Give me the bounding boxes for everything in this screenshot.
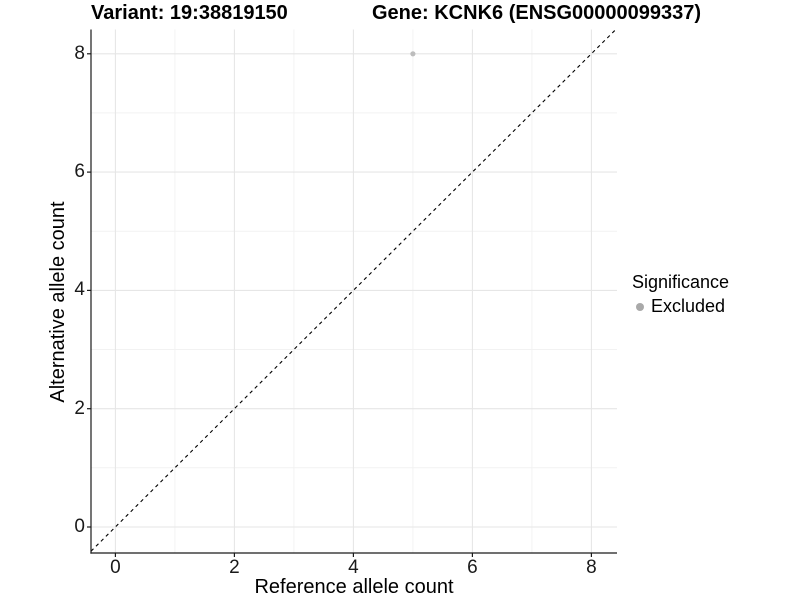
plot-title-variant: Variant: 19:38819150 xyxy=(91,2,288,24)
legend-item-label: Excluded xyxy=(651,296,726,316)
legend: Significance Excluded xyxy=(632,272,729,317)
legend-item-excluded: Excluded xyxy=(632,296,729,317)
x-tick-label: 6 xyxy=(467,557,478,578)
legend-title: Significance xyxy=(632,272,730,292)
x-tick-label: 0 xyxy=(110,557,121,578)
scatter-point xyxy=(410,51,416,57)
y-tick-label: 6 xyxy=(74,161,85,183)
x-axis-label: Reference allele count xyxy=(254,576,454,598)
identity-line xyxy=(90,29,617,552)
y-tick-label: 2 xyxy=(74,397,85,419)
legend-point-icon xyxy=(636,302,644,311)
plot-title-gene: Gene: KCNK6 (ENSG00000099337) xyxy=(372,2,702,24)
y-tick-label: 4 xyxy=(74,279,85,301)
y-tick-label: 0 xyxy=(74,516,85,537)
y-axis-label: Alternative allele count xyxy=(47,201,69,403)
x-tick-label: 4 xyxy=(348,557,359,578)
x-tick-label: 2 xyxy=(229,557,240,578)
x-tick-label: 8 xyxy=(586,557,597,578)
y-tick-label: 8 xyxy=(74,42,85,64)
